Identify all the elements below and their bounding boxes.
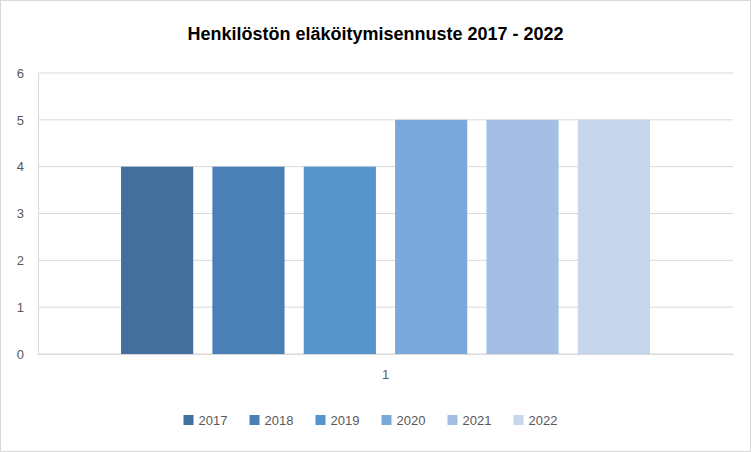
x-axis: 1 (39, 354, 734, 382)
legend-item: 2020 (382, 413, 426, 428)
legend-swatch (250, 415, 260, 425)
bar (395, 120, 467, 354)
legend-swatch (184, 415, 194, 425)
legend-label: 2018 (265, 413, 294, 428)
legend-label: 2022 (529, 413, 558, 428)
y-tick-label: 0 (17, 347, 24, 362)
chart-background (1, 1, 751, 452)
legend-item: 2019 (316, 413, 360, 428)
bar (578, 120, 650, 354)
y-tick: 1 (17, 300, 38, 315)
legend-swatch (448, 415, 458, 425)
chart: 0 1 2 3 4 5 6 1 Henkilöstön eläköitymisennuste 2… (0, 0, 751, 452)
y-axis-line (38, 74, 39, 355)
legend-label: 2017 (199, 413, 228, 428)
title: Henkilöstön eläköitymisennuste 2017 - 20… (187, 24, 563, 44)
legend: 2017 2018 2019 2020 2021 2022 (184, 413, 558, 428)
bar (304, 167, 376, 354)
legend-swatch (316, 415, 326, 425)
y-tick-label: 5 (17, 112, 24, 127)
legend-item: 2021 (448, 413, 492, 428)
grid (38, 73, 733, 354)
y-tick: 2 (17, 253, 38, 268)
y-tick-label: 6 (17, 66, 24, 81)
y-axis: 0 1 2 3 4 5 6 (17, 66, 39, 362)
y-tick-label: 2 (17, 253, 24, 268)
y-tick: 4 (17, 159, 38, 174)
legend-swatch (514, 415, 524, 425)
legend-item: 2018 (250, 413, 294, 428)
y-tick: 0 (17, 347, 38, 362)
legend-item: 2022 (514, 413, 558, 428)
y-tick-label: 4 (17, 159, 24, 174)
x-tick-label: 1 (382, 367, 389, 382)
x-tick: 1 (382, 354, 389, 382)
legend-label: 2021 (463, 413, 492, 428)
y-tick-label: 1 (17, 300, 24, 315)
bar (212, 167, 284, 354)
legend-item: 2017 (184, 413, 228, 428)
legend-label: 2020 (397, 413, 426, 428)
y-tick-label: 3 (17, 206, 24, 221)
bar (486, 120, 558, 354)
legend-label: 2019 (331, 413, 360, 428)
grid-line (38, 73, 733, 74)
x-axis-line (39, 354, 734, 355)
bar (121, 167, 193, 354)
y-tick: 3 (17, 206, 38, 221)
y-tick: 6 (17, 66, 38, 81)
y-tick: 5 (17, 112, 38, 127)
bars (121, 120, 650, 354)
legend-swatch (382, 415, 392, 425)
